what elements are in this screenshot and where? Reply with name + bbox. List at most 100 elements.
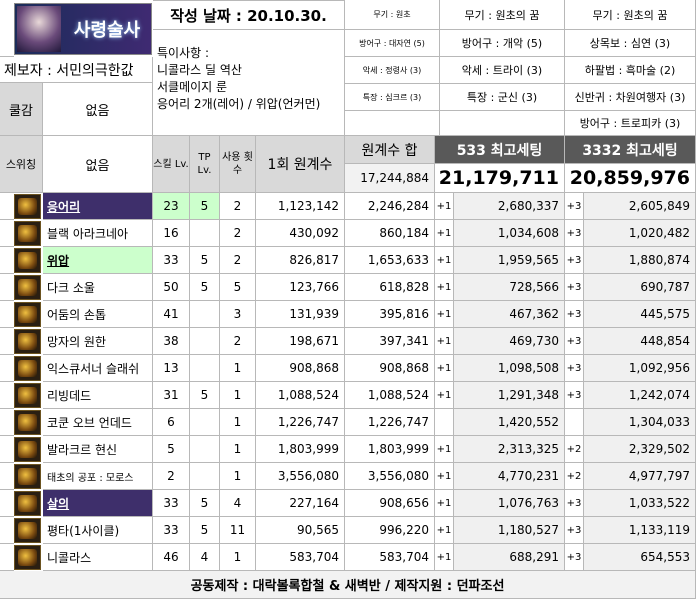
equip2-armor: 방어구 : 개악 (5) [440,30,565,57]
sum-value: 1,803,999 [345,436,435,463]
skill-name: 위압 [43,247,153,274]
skill-lv: 33 [153,517,190,544]
skill-icon [14,194,41,219]
skill-name: 살의 [43,490,153,517]
col-set3332: 3332 최고세팅 [565,136,696,164]
use-count: 2 [220,220,256,247]
sum-value: 1,226,747 [345,409,435,436]
sum-value: 3,556,080 [345,463,435,490]
sum-value: 395,816 [345,301,435,328]
footer-credit: 공동제작 : 대락볼록합철 & 새벽반 / 제작지원 : 던파조선 [0,571,696,599]
equip3-weapon: 무기 : 원초의 꿈 [565,0,696,30]
use-count: 3 [220,301,256,328]
set3332-value: 1,133,119 [584,517,696,544]
plus3332: +3 [565,193,584,220]
skill-icon [14,545,41,570]
plus533: +1 [435,274,454,301]
skill-lv: 38 [153,328,190,355]
plus3332: +3 [565,382,584,409]
skill-name: 평타(1사이클) [43,517,153,544]
set533-value: 1,420,552 [454,409,565,436]
set533-value: 469,730 [454,328,565,355]
plus533: +1 [435,436,454,463]
set533-value: 1,959,565 [454,247,565,274]
use-count: 1 [220,436,256,463]
swing-value: 없음 [43,136,153,193]
plus533 [435,409,454,436]
tp-lv [190,463,220,490]
equip3-bottom: 하팔법 : 흑마술 (2) [565,57,696,84]
date-label: 작성 날짜 : 20.10.30. [153,0,345,30]
skill-name: 리빙데드 [43,382,153,409]
use-count: 1 [220,355,256,382]
tp-lv [190,328,220,355]
set533-value: 688,291 [454,544,565,571]
use-count: 2 [220,328,256,355]
equip1-armor: 방어구 : 대자연 (5) [345,30,440,57]
skill-name: 태초의 공포 : 모로스 [43,463,153,490]
skill-icon [14,383,41,408]
set533-value: 1,291,348 [454,382,565,409]
tp-lv [190,409,220,436]
skill-lv: 41 [153,301,190,328]
tp-lv: 5 [190,382,220,409]
set533-value: 2,680,337 [454,193,565,220]
skill-lv: 5 [153,436,190,463]
plus533: +1 [435,544,454,571]
once-value: 1,088,524 [256,382,345,409]
set3332-value: 1,033,522 [584,490,696,517]
skill-name: 응어리 [43,193,153,220]
plus3332: +3 [565,544,584,571]
skill-icon [14,221,41,246]
once-value: 3,556,080 [256,463,345,490]
skill-icon [14,410,41,435]
skill-lv: 31 [153,382,190,409]
plus533: +1 [435,382,454,409]
equip1-acc: 악세 : 정령사 (3) [345,57,440,84]
skill-lv: 50 [153,274,190,301]
use-count: 1 [220,382,256,409]
plus533: +1 [435,247,454,274]
skill-icon [14,329,41,354]
use-count: 2 [220,247,256,274]
set533-value: 1,034,608 [454,220,565,247]
skill-icon [14,275,41,300]
tp-lv: 5 [190,247,220,274]
use-count: 11 [220,517,256,544]
col-once: 1회 원계수 [256,136,345,193]
sum-value: 908,868 [345,355,435,382]
skill-name: 블랙 아라크네아 [43,220,153,247]
col-skill-lv: 스킬 Lv. [153,136,190,193]
skill-name: 익스큐서너 슬래쉬 [43,355,153,382]
skill-icon [14,248,41,273]
once-value: 826,817 [256,247,345,274]
portrait-icon [17,6,61,52]
tp-lv [190,220,220,247]
set533-value: 1,098,508 [454,355,565,382]
class-portrait: 사령술사 [14,3,152,55]
equip3-top: 상목보 : 심연 (3) [565,30,696,57]
plus533: +1 [435,490,454,517]
use-count: 2 [220,193,256,220]
tp-lv: 5 [190,274,220,301]
set3332-value: 1,304,033 [584,409,696,436]
curse-value: 없음 [43,83,153,136]
skill-lv: 33 [153,247,190,274]
equip1-weapon: 무기 : 원초 [345,0,440,30]
skill-name: 발라크르 현신 [43,436,153,463]
set3332-value: 1,020,482 [584,220,696,247]
once-value: 131,939 [256,301,345,328]
use-count: 1 [220,544,256,571]
once-value: 90,565 [256,517,345,544]
special-line: 서클메이지 룬 [157,80,228,94]
col-set533: 533 최고세팅 [435,136,565,164]
sum-value: 908,656 [345,490,435,517]
plus3332: +3 [565,328,584,355]
once-value: 583,704 [256,544,345,571]
plus533: +1 [435,193,454,220]
skill-lv: 33 [153,490,190,517]
tp-lv: 5 [190,517,220,544]
skill-name: 어둠의 손톱 [43,301,153,328]
set3332-value: 445,575 [584,301,696,328]
use-count: 4 [220,490,256,517]
